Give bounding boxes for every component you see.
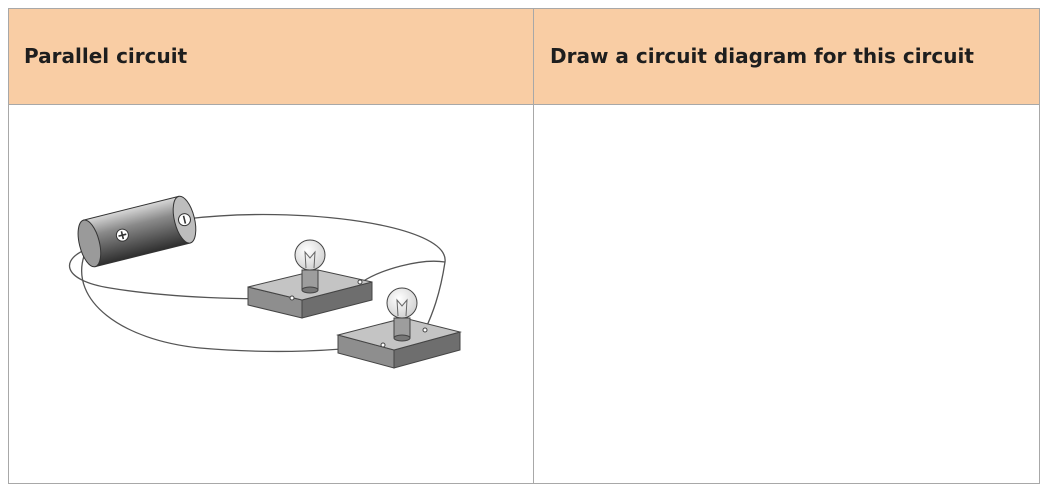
table-header-cell: Draw a circuit diagram for this circuit: [533, 8, 1040, 105]
header-text: Parallel circuit: [24, 44, 188, 68]
bulb-1: [294, 239, 326, 294]
circuit-illustration: [68, 195, 462, 369]
table-header-cell: Parallel circuit: [8, 8, 534, 105]
battery: [77, 195, 197, 268]
table-cell: [533, 104, 1040, 484]
bulb-2: [386, 287, 418, 342]
page: Parallel circuit Draw a circuit diagram …: [8, 8, 1040, 484]
header-text: Draw a circuit diagram for this circuit: [550, 44, 974, 68]
